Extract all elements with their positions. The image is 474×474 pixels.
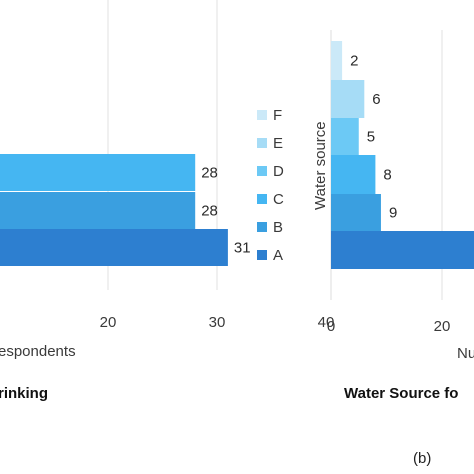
legend-swatch-b xyxy=(257,222,267,232)
panel-a-tick-labels: 20 30 40 xyxy=(100,314,335,331)
panel-a-tick-20: 20 xyxy=(100,314,117,331)
panel-b-data-label-f: 2 xyxy=(350,53,358,70)
panel-b-data-label-c: 8 xyxy=(383,167,391,184)
panel-b-data-label-e: 6 xyxy=(372,91,380,108)
panel-b-data-labels: 2 6 5 8 9 xyxy=(350,53,397,222)
legend-swatch-a xyxy=(257,250,267,260)
panel-a-data-label-c: 28 xyxy=(201,165,218,182)
panel-a: 28 28 31 20 30 40 espondents rinking xyxy=(0,0,334,402)
legend-label-f: F xyxy=(273,107,282,124)
panel-a-data-label-a: 31 xyxy=(234,240,251,257)
legend-swatch-f xyxy=(257,110,267,120)
panel-b-x-axis-title: Nu xyxy=(457,345,474,362)
panel-a-bar-a xyxy=(0,229,228,266)
panel-a-caption: rinking xyxy=(0,385,48,402)
panel-a-bar-c xyxy=(0,154,196,191)
panel-a-bar-b xyxy=(0,192,196,229)
panel-b: Water source 2 6 5 8 9 0 20 Nu Water Source f… xyxy=(312,30,474,402)
legend-label-a: A xyxy=(273,247,283,264)
panel-label-b: (b) xyxy=(413,450,431,467)
panel-b-bars xyxy=(331,41,474,269)
panel-b-bar-b xyxy=(331,194,381,231)
panel-b-data-label-b: 9 xyxy=(389,205,397,222)
panel-b-bar-e xyxy=(331,80,365,118)
panel-a-data-label-b: 28 xyxy=(201,203,218,220)
legend-label-e: E xyxy=(273,135,283,152)
panel-a-bars xyxy=(0,154,228,266)
legend-label-b: B xyxy=(273,219,283,236)
panel-b-tick-labels: 0 20 xyxy=(327,318,451,335)
panel-b-bar-d xyxy=(331,118,359,155)
panel-b-bar-a xyxy=(331,231,474,269)
panel-a-tick-30: 30 xyxy=(209,314,226,331)
panel-b-caption: Water Source fo xyxy=(344,385,458,402)
panel-b-data-label-d: 5 xyxy=(367,129,375,146)
legend-swatch-c xyxy=(257,194,267,204)
legend-label-c: C xyxy=(273,191,284,208)
panel-b-y-axis-title: Water source xyxy=(312,121,329,210)
panel-b-bar-c xyxy=(331,155,376,194)
panel-b-tick-20: 20 xyxy=(434,318,451,335)
legend-label-d: D xyxy=(273,163,284,180)
legend-swatch-d xyxy=(257,166,267,176)
panel-b-tick-0: 0 xyxy=(327,318,335,335)
panel-a-tick-40: 40 xyxy=(318,314,335,331)
panel-a-data-labels: 28 28 31 xyxy=(201,165,250,257)
panel-b-bar-f xyxy=(331,41,343,80)
panel-a-x-axis-title: espondents xyxy=(0,343,76,360)
legend-swatch-e xyxy=(257,138,267,148)
